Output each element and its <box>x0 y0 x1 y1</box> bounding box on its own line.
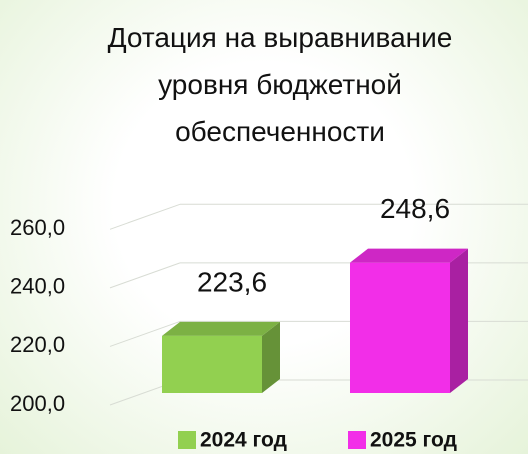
grid-line <box>109 203 181 230</box>
y-tick-label: 200,0 <box>10 391 65 416</box>
y-tick-label: 240,0 <box>10 274 65 299</box>
legend-label: 2024 год <box>200 429 287 452</box>
y-tick-label: 220,0 <box>10 332 65 357</box>
chart-title: Дотация на выравнивание уровня бюджетной… <box>107 22 453 147</box>
bar-top <box>162 321 280 336</box>
value-label: 223,6 <box>197 266 267 297</box>
bar <box>350 262 450 393</box>
bar-side <box>262 321 280 393</box>
legend-swatch <box>178 431 196 449</box>
grid-line <box>109 320 181 347</box>
y-tick-label: 260,0 <box>10 215 65 240</box>
bar-side <box>450 248 468 393</box>
legend-swatch <box>348 431 366 449</box>
bar <box>162 335 262 393</box>
legend-label: 2025 год <box>370 429 457 452</box>
grid-line <box>109 262 181 289</box>
value-label: 248,6 <box>380 193 450 224</box>
bar-top <box>350 248 468 263</box>
